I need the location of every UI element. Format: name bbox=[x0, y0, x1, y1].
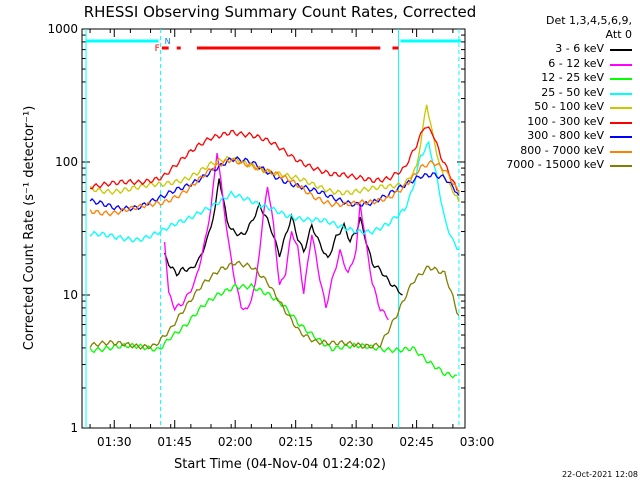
legend-entry-3: 12 - 25 keV bbox=[541, 71, 604, 84]
y-axis-label: Corrected Count Rate (s⁻¹ detector⁻¹) bbox=[22, 106, 37, 351]
legend-entry-8: 800 - 7000 keV bbox=[520, 143, 604, 157]
legend-swatch-6 bbox=[610, 121, 632, 124]
series-line-1 bbox=[163, 178, 403, 296]
series-line-8 bbox=[89, 157, 460, 217]
series-line-6 bbox=[89, 126, 460, 193]
legend-swatch-1 bbox=[610, 49, 632, 51]
y-tick-label: 1 bbox=[70, 421, 78, 435]
series-line-4 bbox=[89, 140, 460, 251]
x-tick-label: 02:45 bbox=[399, 435, 434, 449]
series-line-9 bbox=[89, 260, 460, 350]
plot-frame bbox=[81, 28, 466, 429]
legend-entry-2: 6 - 12 keV bbox=[548, 56, 604, 70]
x-axis-label: Start Time (04-Nov-04 01:24:02) bbox=[174, 457, 386, 472]
y-tick-label: 100 bbox=[55, 155, 78, 169]
series-line-3 bbox=[89, 282, 457, 379]
x-tick-label: 03:00 bbox=[460, 435, 495, 449]
legend-swatch-4 bbox=[610, 92, 632, 95]
flag-N: N bbox=[165, 37, 171, 46]
legend-entry-9: 7000 - 15000 keV bbox=[506, 158, 604, 171]
legend-entry-6: 100 - 300 keV bbox=[527, 114, 604, 128]
x-tick-label: 01:45 bbox=[157, 435, 192, 449]
legend-entry-4: 25 - 50 keV bbox=[541, 85, 604, 99]
x-tick-label: 01:30 bbox=[97, 435, 132, 449]
y-tick-label: 10 bbox=[63, 288, 78, 302]
legend-attenuator: Att 0 bbox=[605, 28, 632, 41]
legend-entry-1: 3 - 6 keV bbox=[555, 42, 604, 55]
legend-entry-7: 300 - 800 keV bbox=[527, 129, 604, 142]
x-tick-label: 02:30 bbox=[339, 435, 374, 449]
legend-entry-5: 50 - 100 keV bbox=[534, 100, 604, 113]
legend-swatch-9 bbox=[610, 165, 632, 167]
legend-swatch-5 bbox=[610, 107, 632, 109]
legend-swatch-3 bbox=[610, 78, 632, 80]
x-tick-label: 02:15 bbox=[278, 435, 313, 449]
series-line-5 bbox=[89, 104, 460, 203]
legend-swatch-7 bbox=[610, 136, 632, 138]
series-line-2 bbox=[163, 153, 389, 321]
x-tick-label: 02:00 bbox=[218, 435, 253, 449]
chart-title: RHESSI Observing Summary Count Rates, Co… bbox=[84, 3, 477, 21]
y-tick-label: 1000 bbox=[47, 22, 78, 36]
legend-detectors: Det 1,3,4,5,6,9, bbox=[545, 14, 632, 27]
print-date: 22-Oct-2021 12:08 bbox=[562, 470, 638, 479]
plot-area bbox=[81, 28, 466, 429]
legend-swatch-2 bbox=[610, 63, 632, 66]
flag-F: F bbox=[155, 44, 160, 54]
legend-swatch-8 bbox=[610, 150, 632, 153]
series-line-7 bbox=[89, 156, 460, 212]
